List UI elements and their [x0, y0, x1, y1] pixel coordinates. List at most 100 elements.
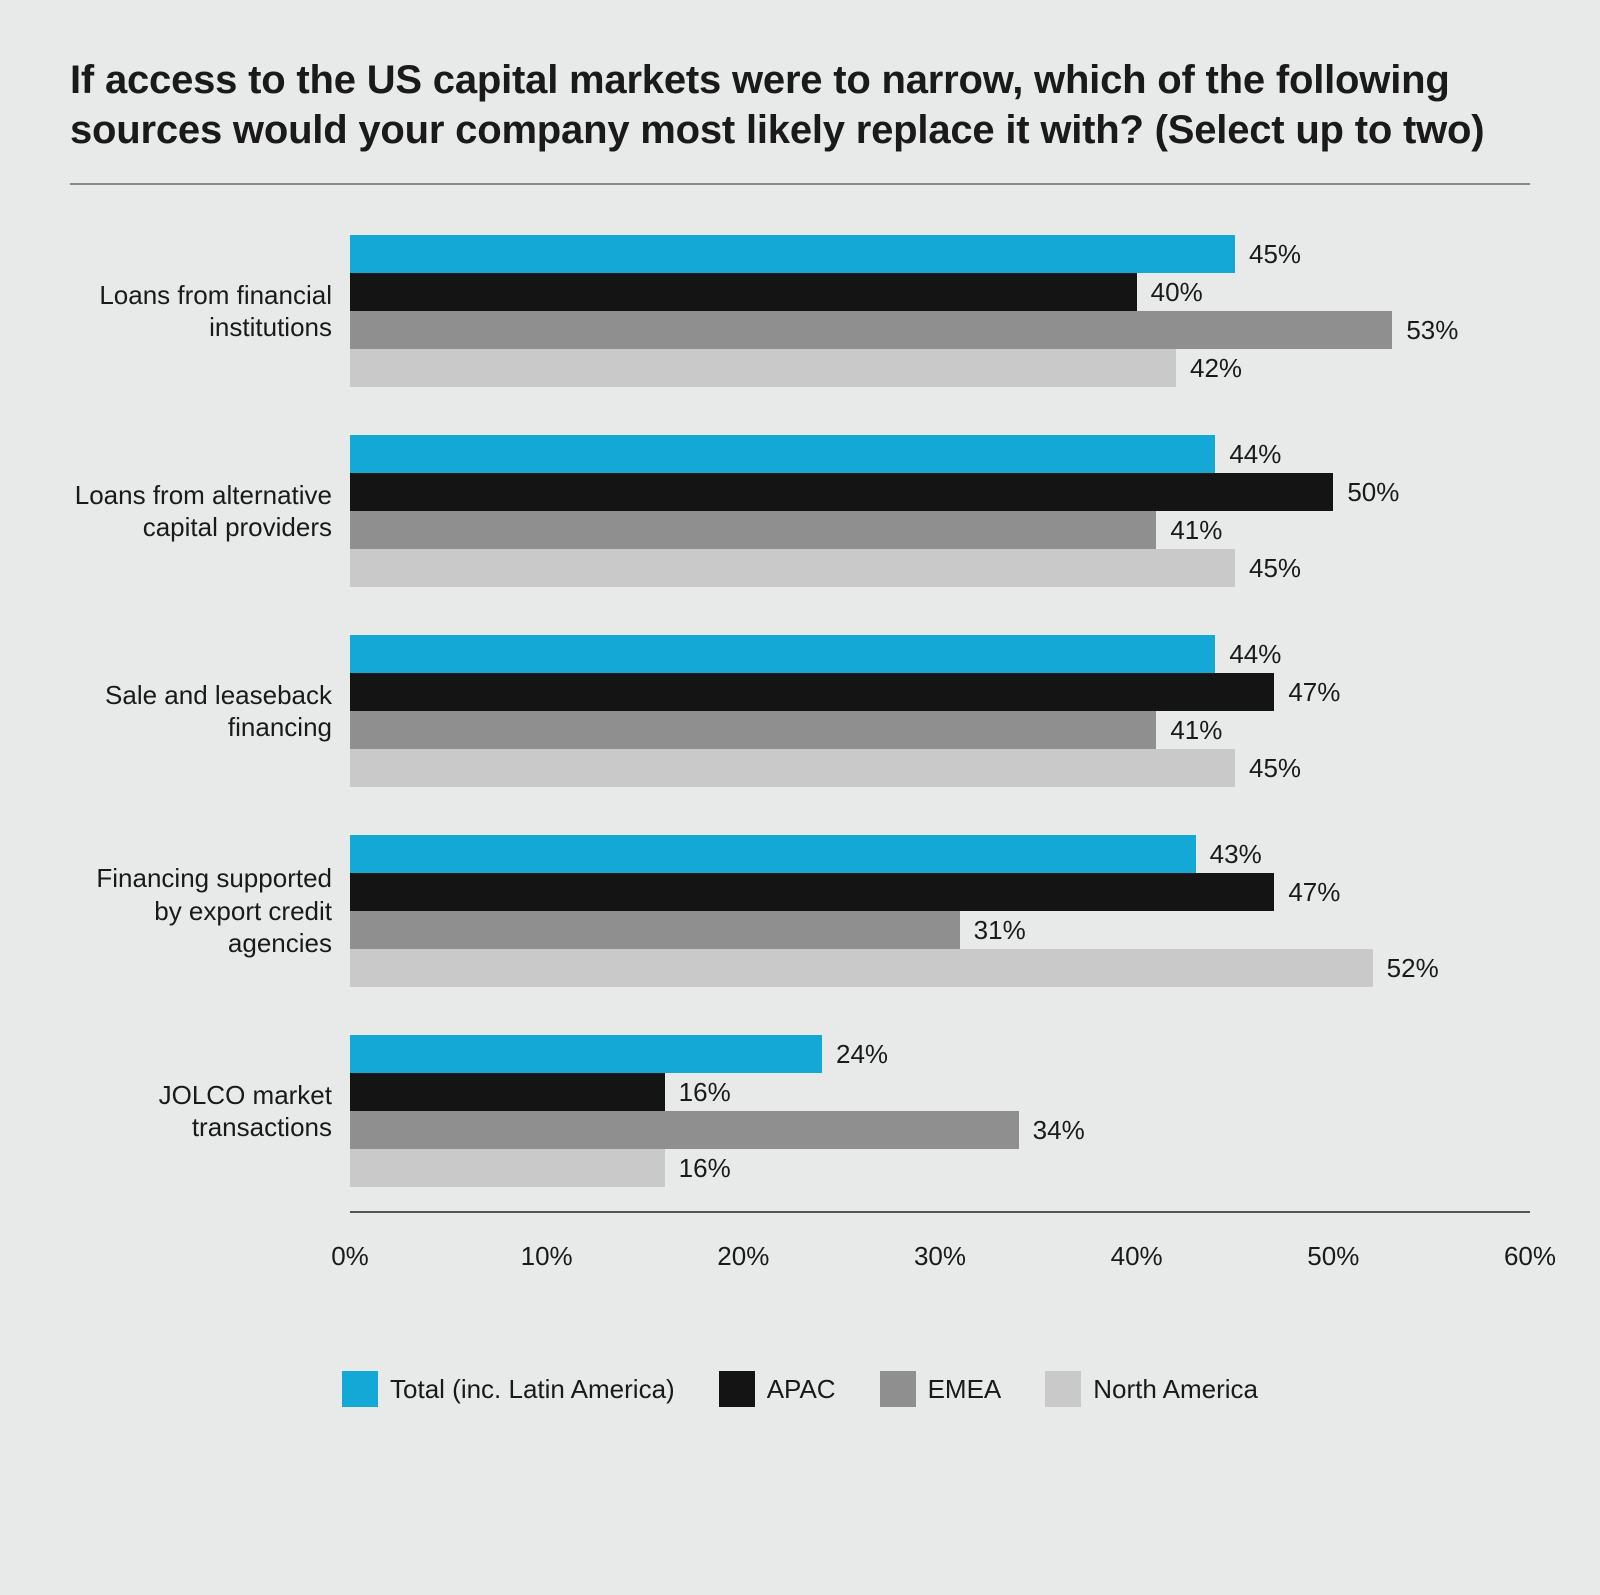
x-axis: 0%10%20%30%40%50%60% — [70, 1211, 1530, 1301]
bar-total — [350, 235, 1235, 273]
bar-row: 44% — [350, 435, 1530, 473]
bar-row: 53% — [350, 311, 1530, 349]
bar-row: 47% — [350, 673, 1530, 711]
value-label: 41% — [1170, 515, 1222, 546]
bar-emea — [350, 311, 1392, 349]
value-label: 43% — [1210, 839, 1262, 870]
value-label: 41% — [1170, 715, 1222, 746]
category-group: Financing supported by export credit age… — [70, 835, 1530, 987]
x-tick: 0% — [331, 1241, 369, 1272]
value-label: 52% — [1387, 953, 1439, 984]
bar-emea — [350, 711, 1156, 749]
legend-swatch — [1045, 1371, 1081, 1407]
bars-container: 24% 16% 34% 16% — [350, 1035, 1530, 1187]
bar-row: 16% — [350, 1073, 1530, 1111]
bar-row: 24% — [350, 1035, 1530, 1073]
bar-emea — [350, 911, 960, 949]
category-label: Loans from alternative capital providers — [70, 479, 350, 544]
legend-item-apac: APAC — [719, 1371, 836, 1407]
value-label: 42% — [1190, 353, 1242, 384]
legend-label: Total (inc. Latin America) — [390, 1374, 675, 1405]
title-divider — [70, 183, 1530, 185]
x-axis-ticks: 0%10%20%30%40%50%60% — [350, 1241, 1530, 1301]
chart-area: Loans from financial institutions 45% 40% 5… — [70, 235, 1530, 1187]
category-label: JOLCO market transactions — [70, 1079, 350, 1144]
bar-na — [350, 949, 1373, 987]
value-label: 31% — [974, 915, 1026, 946]
legend-swatch — [719, 1371, 755, 1407]
bar-row: 34% — [350, 1111, 1530, 1149]
bars-container: 44%47% 41% 45% — [350, 635, 1530, 787]
legend-item-emea: EMEA — [880, 1371, 1002, 1407]
legend-label: EMEA — [928, 1374, 1002, 1405]
value-label: 50% — [1347, 477, 1399, 508]
x-tick: 50% — [1307, 1241, 1359, 1272]
value-label: 16% — [679, 1077, 731, 1108]
bar-apac — [350, 1073, 665, 1111]
chart-title: If access to the US capital markets were… — [70, 55, 1530, 155]
value-label: 47% — [1288, 877, 1340, 908]
value-label: 44% — [1229, 639, 1281, 670]
x-tick: 40% — [1111, 1241, 1163, 1272]
legend-swatch — [880, 1371, 916, 1407]
value-label: 53% — [1406, 315, 1458, 346]
bar-row: 47% — [350, 873, 1530, 911]
category-group: Sale and leaseback financing 44%47% 41% 45% — [70, 635, 1530, 787]
x-tick: 60% — [1504, 1241, 1556, 1272]
x-tick: 10% — [521, 1241, 573, 1272]
bars-container: 43% 47% 31% 52% — [350, 835, 1530, 987]
bar-row: 16% — [350, 1149, 1530, 1187]
bars-container: 45% 40% 53% 42% — [350, 235, 1530, 387]
legend-swatch — [342, 1371, 378, 1407]
bar-na — [350, 349, 1176, 387]
value-label: 45% — [1249, 239, 1301, 270]
bars-container: 44% 50% 41% 45% — [350, 435, 1530, 587]
bar-row: 45% — [350, 749, 1530, 787]
bar-total — [350, 635, 1215, 673]
bar-apac — [350, 473, 1333, 511]
bar-na — [350, 549, 1235, 587]
bar-emea — [350, 511, 1156, 549]
legend-item-na: North America — [1045, 1371, 1258, 1407]
category-group: Loans from alternative capital providers… — [70, 435, 1530, 587]
bar-row: 52% — [350, 949, 1530, 987]
x-tick: 20% — [717, 1241, 769, 1272]
bar-row: 44% — [350, 635, 1530, 673]
value-label: 45% — [1249, 753, 1301, 784]
category-group: Loans from financial institutions 45% 40% 5… — [70, 235, 1530, 387]
bar-apac — [350, 673, 1274, 711]
bar-total — [350, 835, 1196, 873]
bar-row: 45% — [350, 549, 1530, 587]
value-label: 47% — [1288, 677, 1340, 708]
category-label: Financing supported by export credit age… — [70, 862, 350, 960]
value-label: 45% — [1249, 553, 1301, 584]
bar-apac — [350, 873, 1274, 911]
x-tick: 30% — [914, 1241, 966, 1272]
bar-row: 45% — [350, 235, 1530, 273]
value-label: 16% — [679, 1153, 731, 1184]
value-label: 40% — [1151, 277, 1203, 308]
value-label: 44% — [1229, 439, 1281, 470]
legend-item-total: Total (inc. Latin America) — [342, 1371, 675, 1407]
bar-row: 40% — [350, 273, 1530, 311]
bar-row: 41% — [350, 511, 1530, 549]
category-label: Loans from financial institutions — [70, 279, 350, 344]
value-label: 24% — [836, 1039, 888, 1070]
category-group: JOLCO market transactions 24% 16% 34% 16% — [70, 1035, 1530, 1187]
bar-row: 42% — [350, 349, 1530, 387]
x-axis-line — [350, 1211, 1530, 1213]
bar-row: 31% — [350, 911, 1530, 949]
bar-row: 43% — [350, 835, 1530, 873]
legend-label: APAC — [767, 1374, 836, 1405]
bar-total — [350, 435, 1215, 473]
legend-label: North America — [1093, 1374, 1258, 1405]
bar-na — [350, 749, 1235, 787]
value-label: 34% — [1033, 1115, 1085, 1146]
bar-emea — [350, 1111, 1019, 1149]
bar-row: 50% — [350, 473, 1530, 511]
legend: Total (inc. Latin America) APAC EMEA North … — [70, 1371, 1530, 1407]
bar-row: 41% — [350, 711, 1530, 749]
bar-na — [350, 1149, 665, 1187]
category-label: Sale and leaseback financing — [70, 679, 350, 744]
bar-total — [350, 1035, 822, 1073]
